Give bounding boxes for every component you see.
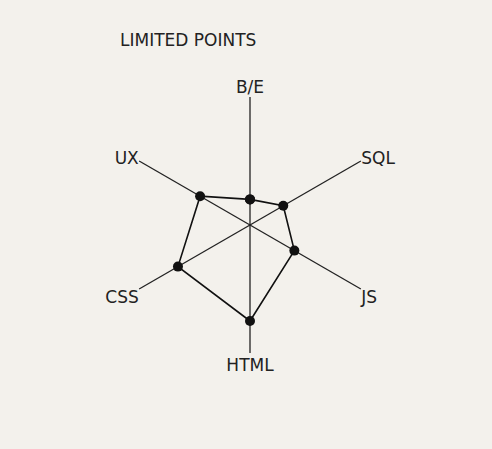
svg-text:CSS: CSS <box>105 287 138 307</box>
svg-text:UX: UX <box>115 148 139 168</box>
svg-text:SQL: SQL <box>361 148 395 168</box>
svg-text:HTML: HTML <box>226 355 274 375</box>
svg-text:B/E: B/E <box>236 77 264 97</box>
svg-text:JS: JS <box>360 287 377 307</box>
svg-text:LIMITED POINTS: LIMITED POINTS <box>120 30 256 50</box>
